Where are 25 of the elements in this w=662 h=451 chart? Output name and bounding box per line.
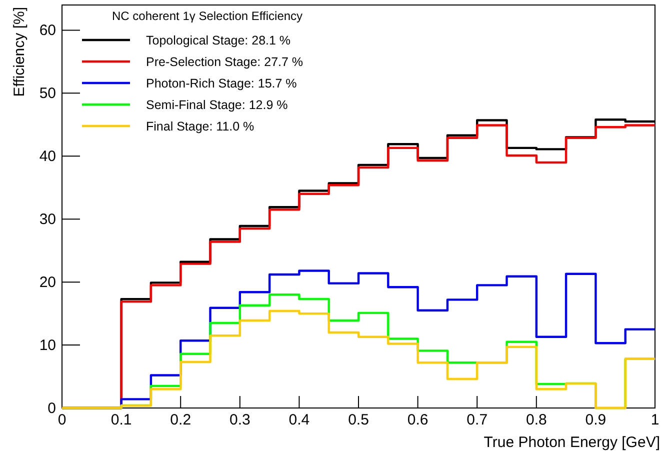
- legend-label: Photon-Rich Stage: 15.7 %: [146, 76, 297, 90]
- y-tick-label: 0: [48, 400, 56, 417]
- legend-label: Final Stage: 11.0 %: [146, 120, 254, 134]
- y-axis-title: Efficiency [%]: [11, 7, 28, 97]
- y-tick-label: 20: [39, 274, 56, 291]
- x-tick-label: 0.6: [407, 412, 428, 429]
- legend-label: Semi-Final Stage: 12.9 %: [146, 98, 288, 112]
- x-tick-label: 1: [650, 412, 660, 429]
- legend-title: NC coherent 1γ Selection Efficiency: [112, 9, 303, 23]
- x-tick-label: 0.1: [110, 412, 132, 429]
- y-tick-label: 50: [39, 84, 56, 102]
- x-tick-label: 0.9: [585, 412, 606, 429]
- x-tick-label: 0.5: [348, 412, 369, 429]
- y-tick-label: 30: [39, 210, 56, 228]
- x-tick-label: 0.3: [229, 412, 250, 429]
- x-axis-title: True Photon Energy [GeV]: [484, 434, 660, 451]
- x-tick-label: 0.7: [466, 412, 488, 429]
- legend-label: Topological Stage: 28.1 %: [146, 34, 291, 48]
- x-tick-label: 0.4: [288, 412, 310, 429]
- x-tick-label: 0.8: [526, 412, 547, 429]
- y-tick-label: 60: [39, 22, 56, 39]
- y-tick-label: 10: [39, 336, 56, 354]
- y-tick-label: 40: [39, 148, 56, 165]
- x-tick-label: 0.2: [170, 412, 192, 429]
- legend-label: Pre-Selection Stage: 27.7 %: [146, 55, 304, 69]
